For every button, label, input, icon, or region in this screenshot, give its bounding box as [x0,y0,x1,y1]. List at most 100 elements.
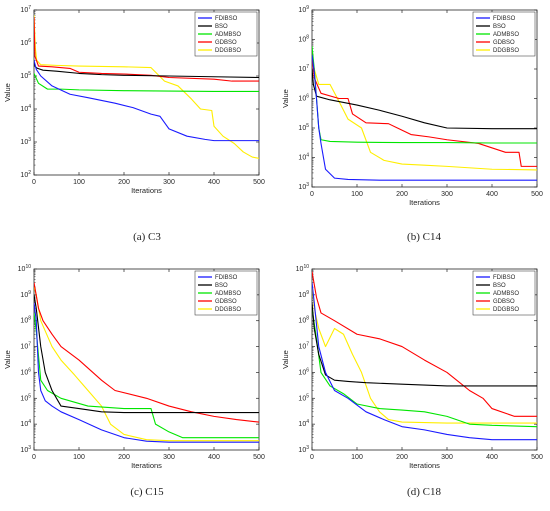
series-line-ddgbso [312,54,537,171]
x-tick-label: 100 [73,179,85,186]
y-tick-label: 1010 [296,264,310,273]
x-tick-label: 500 [531,191,543,198]
legend-label-admbso: ADMBSO [215,32,241,38]
series-line-admbso [312,308,537,428]
series-group [34,282,259,443]
legend-label-ddgbso: DDGBSO [493,307,519,313]
series-line-bso [312,302,537,387]
x-tick-label: 200 [396,191,408,198]
x-tick-label: 400 [208,179,220,186]
y-tick-label: 109 [20,290,31,299]
x-tick-label: 400 [208,454,220,461]
series-line-ddgbso [312,282,537,424]
y-tick-label: 104 [298,419,309,428]
y-tick-label: 106 [298,367,309,376]
series-line-gdbso [34,17,259,82]
series-line-fdibso [312,282,537,441]
x-tick-label: 0 [32,454,36,461]
x-tick-label: 300 [163,179,175,186]
x-tick-label: 0 [32,179,36,186]
x-tick-label: 100 [73,454,85,461]
x-tick-label: 500 [253,454,265,461]
legend-label-fdibso: FDIBSO [215,275,238,281]
panel-caption: (c) C15 [130,486,164,498]
series-line-gdbso [312,54,537,167]
legend-label-gdbso: GDBSO [493,299,515,305]
series-line-fdibso [34,60,259,142]
legend-label-admbso: ADMBSO [493,32,519,38]
y-tick-label: 108 [298,316,309,325]
legend-label-admbso: ADMBSO [215,291,241,297]
legend-label-gdbso: GDBSO [493,40,515,46]
legend-label-admbso: ADMBSO [493,291,519,297]
x-axis-label: Iterations [409,198,440,207]
panel-caption: (a) C3 [133,231,161,243]
panel-caption: (b) C14 [407,231,441,243]
y-tick-label: 106 [298,94,309,103]
legend-label-gdbso: GDBSO [215,299,237,305]
series-line-fdibso [312,54,537,181]
y-tick-label: 102 [20,170,31,179]
y-tick-label: 107 [298,64,309,73]
series-line-admbso [34,73,259,93]
y-tick-label: 107 [20,5,31,14]
chart-panel-2: 0 100 200 300 400 500 103 104 105 106 107 108 109 101… [3,264,265,498]
x-axis-label: Iterations [131,186,162,195]
x-tick-label: 300 [441,191,453,198]
y-tick-label: 104 [20,419,31,428]
legend-label-bso: BSO [215,24,228,30]
legend-label-ddgbso: DDGBSO [493,48,519,54]
y-tick-label: 107 [298,342,309,351]
x-tick-label: 500 [531,454,543,461]
y-axis-label: Value [281,350,290,369]
legend-label-fdibso: FDIBSO [493,275,516,281]
series-line-gdbso [34,282,259,423]
x-tick-label: 200 [118,454,130,461]
y-axis-label: Value [3,83,12,102]
x-tick-label: 200 [118,179,130,186]
legend-label-fdibso: FDIBSO [215,16,238,22]
y-tick-label: 103 [20,137,31,146]
y-tick-label: 107 [20,342,31,351]
y-tick-label: 109 [298,290,309,299]
series-line-admbso [34,312,259,439]
chart-panel-1: 0 100 200 300 400 500 103 104 105 106 107 108 109 Ite… [281,5,543,243]
series-line-gdbso [312,271,537,417]
x-tick-label: 200 [396,454,408,461]
y-tick-label: 104 [298,153,309,162]
x-tick-label: 300 [441,454,453,461]
series-group [312,45,537,181]
legend-label-gdbso: GDBSO [215,40,237,46]
x-tick-label: 400 [486,191,498,198]
chart-panel-3: 0 100 200 300 400 500 103 104 105 106 107 108 109 101… [281,264,543,498]
y-tick-label: 105 [20,393,31,402]
legend-label-bso: BSO [493,283,506,289]
y-tick-label: 105 [298,123,309,132]
x-tick-label: 500 [253,179,265,186]
x-axis-label: Iterations [409,461,440,470]
x-tick-label: 0 [310,191,314,198]
y-tick-label: 109 [298,5,309,14]
chart-panel-0: 0 100 200 300 400 500 102 103 104 105 106 107 Iterat… [3,5,265,243]
y-tick-label: 103 [298,445,309,454]
series-line-ddgbso [34,15,259,159]
x-tick-label: 100 [351,454,363,461]
x-tick-label: 100 [351,191,363,198]
x-tick-label: 300 [163,454,175,461]
y-tick-label: 105 [20,71,31,80]
legend-label-ddgbso: DDGBSO [215,48,241,54]
legend-label-fdibso: FDIBSO [493,16,516,22]
y-tick-label: 105 [298,393,309,402]
y-axis-label: Value [281,89,290,108]
x-tick-label: 0 [310,454,314,461]
series-line-ddgbso [34,286,259,442]
panel-caption: (d) C18 [407,486,441,498]
series-line-bso [34,62,259,79]
y-tick-label: 103 [20,445,31,454]
series-line-fdibso [34,302,259,443]
legend-label-bso: BSO [215,283,228,289]
y-tick-label: 108 [298,35,309,44]
x-axis-label: Iterations [131,461,162,470]
y-tick-label: 106 [20,367,31,376]
